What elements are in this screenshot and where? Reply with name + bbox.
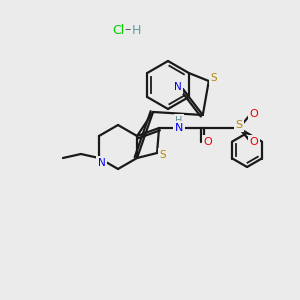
Text: H: H (131, 23, 141, 37)
Text: O: O (250, 137, 258, 147)
Text: S: S (160, 150, 167, 160)
Text: O: O (204, 137, 212, 147)
Text: S: S (236, 120, 243, 130)
Text: Cl: Cl (112, 23, 124, 37)
Text: N: N (175, 123, 183, 133)
Text: H: H (176, 116, 183, 126)
Text: N: N (98, 158, 106, 168)
Text: N: N (174, 82, 182, 92)
Text: –: – (125, 23, 131, 37)
Text: S: S (211, 73, 217, 83)
Text: O: O (250, 109, 258, 119)
